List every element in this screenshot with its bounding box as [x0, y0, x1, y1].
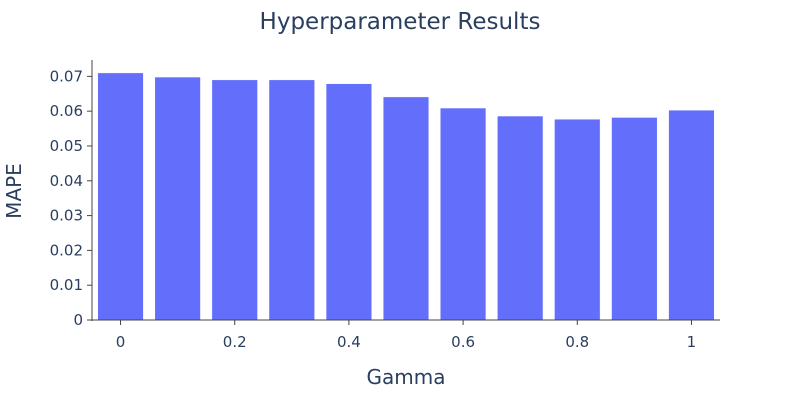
bar-gamma-0_8 — [554, 118, 601, 321]
bar-gamma-0_5 — [382, 96, 430, 321]
x-tick-label: 0.6 — [451, 333, 475, 351]
bars-group — [97, 72, 715, 321]
y-tick-label: 0.07 — [50, 67, 83, 85]
y-tick-label: 0 — [73, 311, 83, 329]
y-axis-title: MAPE — [2, 163, 26, 219]
x-tick-label: 0.8 — [565, 333, 589, 351]
x-axis: 0 0.2 0.4 0.6 0.8 1 — [91, 319, 720, 351]
bar-gamma-0_2 — [211, 79, 258, 321]
bar-gamma-0_7 — [497, 115, 544, 321]
bar-gamma-0_1 — [154, 76, 201, 321]
y-tick-label: 0.06 — [50, 102, 83, 120]
bar-gamma-0 — [97, 72, 144, 321]
x-tick-label: 0.2 — [223, 333, 247, 351]
bar-gamma-0_6 — [440, 107, 487, 321]
x-tick-label: 1 — [687, 333, 697, 351]
bar-gamma-0_9 — [611, 117, 658, 321]
y-tick-label: 0.02 — [50, 241, 83, 259]
y-tick-label: 0.04 — [50, 172, 83, 190]
bar-gamma-0_3 — [268, 79, 315, 321]
bar-gamma-1 — [668, 109, 715, 321]
x-tick-label: 0 — [116, 333, 126, 351]
y-tick-label: 0.05 — [50, 137, 83, 155]
bar-gamma-0_4 — [325, 83, 372, 321]
y-tick-label: 0.03 — [50, 207, 83, 225]
chart-title: Hyperparameter Results — [260, 9, 541, 35]
x-tick-label: 0.4 — [337, 333, 361, 351]
y-axis: 0 0.01 0.02 0.03 0.04 0.05 0.06 0.07 — [50, 60, 93, 329]
x-axis-title: Gamma — [367, 365, 446, 389]
y-tick-label: 0.01 — [50, 276, 83, 294]
